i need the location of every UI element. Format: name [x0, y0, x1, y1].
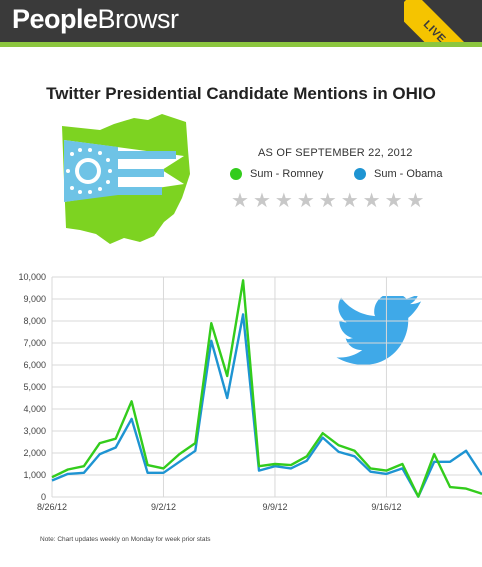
rating-star-icon[interactable]: ★ — [340, 190, 363, 212]
legend-item-obama[interactable]: Sum - Obama — [354, 168, 443, 181]
mentions-line-chart: 0 1,000 2,000 3,000 4,000 5,000 6,000 7,000 8,00… — [18, 272, 482, 512]
rating-star-icon[interactable]: ★ — [296, 190, 319, 212]
chart-series — [51, 279, 482, 498]
chart-note: Note: Chart updates weekly on Monday for… — [40, 536, 211, 543]
series-line-obama — [51, 313, 482, 498]
y-tick-label: 6,000 — [23, 360, 46, 370]
y-axis-ticks: 0 1,000 2,000 3,000 4,000 5,000 6,000 7,000 8,00… — [18, 272, 46, 502]
brand-name-light: Browsr — [97, 4, 180, 34]
chart-gridlines — [51, 276, 482, 498]
rating-star-icon[interactable]: ★ — [252, 190, 275, 212]
series-line-romney — [51, 279, 482, 498]
brand-name-bold: People — [12, 4, 98, 34]
header-bar: PeopleBrowsr LIVE CHART — [0, 0, 482, 47]
legend-swatch-obama — [354, 168, 366, 181]
legend-label-romney: Sum - Romney — [250, 168, 324, 181]
rating-star-icon[interactable]: ★ — [274, 190, 297, 212]
twitter-bird-icon — [336, 296, 422, 365]
y-tick-label: 5,000 — [23, 382, 46, 392]
legend-item-romney[interactable]: Sum - Romney — [230, 168, 324, 181]
y-tick-label: 8,000 — [23, 316, 46, 326]
x-tick-label: 9/2/12 — [151, 502, 176, 512]
y-tick-label: 9,000 — [23, 294, 46, 304]
chart-title: Twitter Presidential Candidate Mentions … — [46, 84, 436, 103]
legend-label-obama: Sum - Obama — [374, 168, 443, 181]
legend-swatch-romney — [230, 168, 242, 181]
as-of-date: AS OF SEPTEMBER 22, 2012 — [258, 147, 413, 159]
x-tick-label: 9/16/12 — [371, 502, 401, 512]
y-tick-label: 7,000 — [23, 338, 46, 348]
y-tick-label: 0 — [41, 492, 46, 502]
rating-star-icon[interactable]: ★ — [362, 190, 385, 212]
y-tick-label: 3,000 — [23, 426, 46, 436]
x-axis-ticks: 8/26/12 9/2/12 9/9/12 9/16/12 — [37, 502, 401, 512]
live-chart-ribbon: LIVE CHART — [404, 0, 482, 42]
rating-star-icon[interactable]: ★ — [406, 190, 429, 212]
rating-star-icon[interactable]: ★ — [231, 190, 253, 212]
rating-star-icon[interactable]: ★ — [384, 190, 407, 212]
y-tick-label: 10,000 — [18, 272, 46, 282]
brand-logo[interactable]: PeopleBrowsr — [12, 4, 179, 35]
y-tick-label: 1,000 — [23, 470, 46, 480]
y-tick-label: 4,000 — [23, 404, 46, 414]
x-tick-label: 9/9/12 — [262, 502, 287, 512]
ohio-flag-map-icon — [62, 114, 190, 244]
rating-star-icon[interactable]: ★ — [318, 190, 341, 212]
x-tick-label: 8/26/12 — [37, 502, 67, 512]
rating-stars[interactable]: ★★★★★★★★★ — [231, 188, 428, 213]
y-tick-label: 2,000 — [23, 448, 46, 458]
live-chart-label: LIVE CHART — [404, 0, 482, 42]
